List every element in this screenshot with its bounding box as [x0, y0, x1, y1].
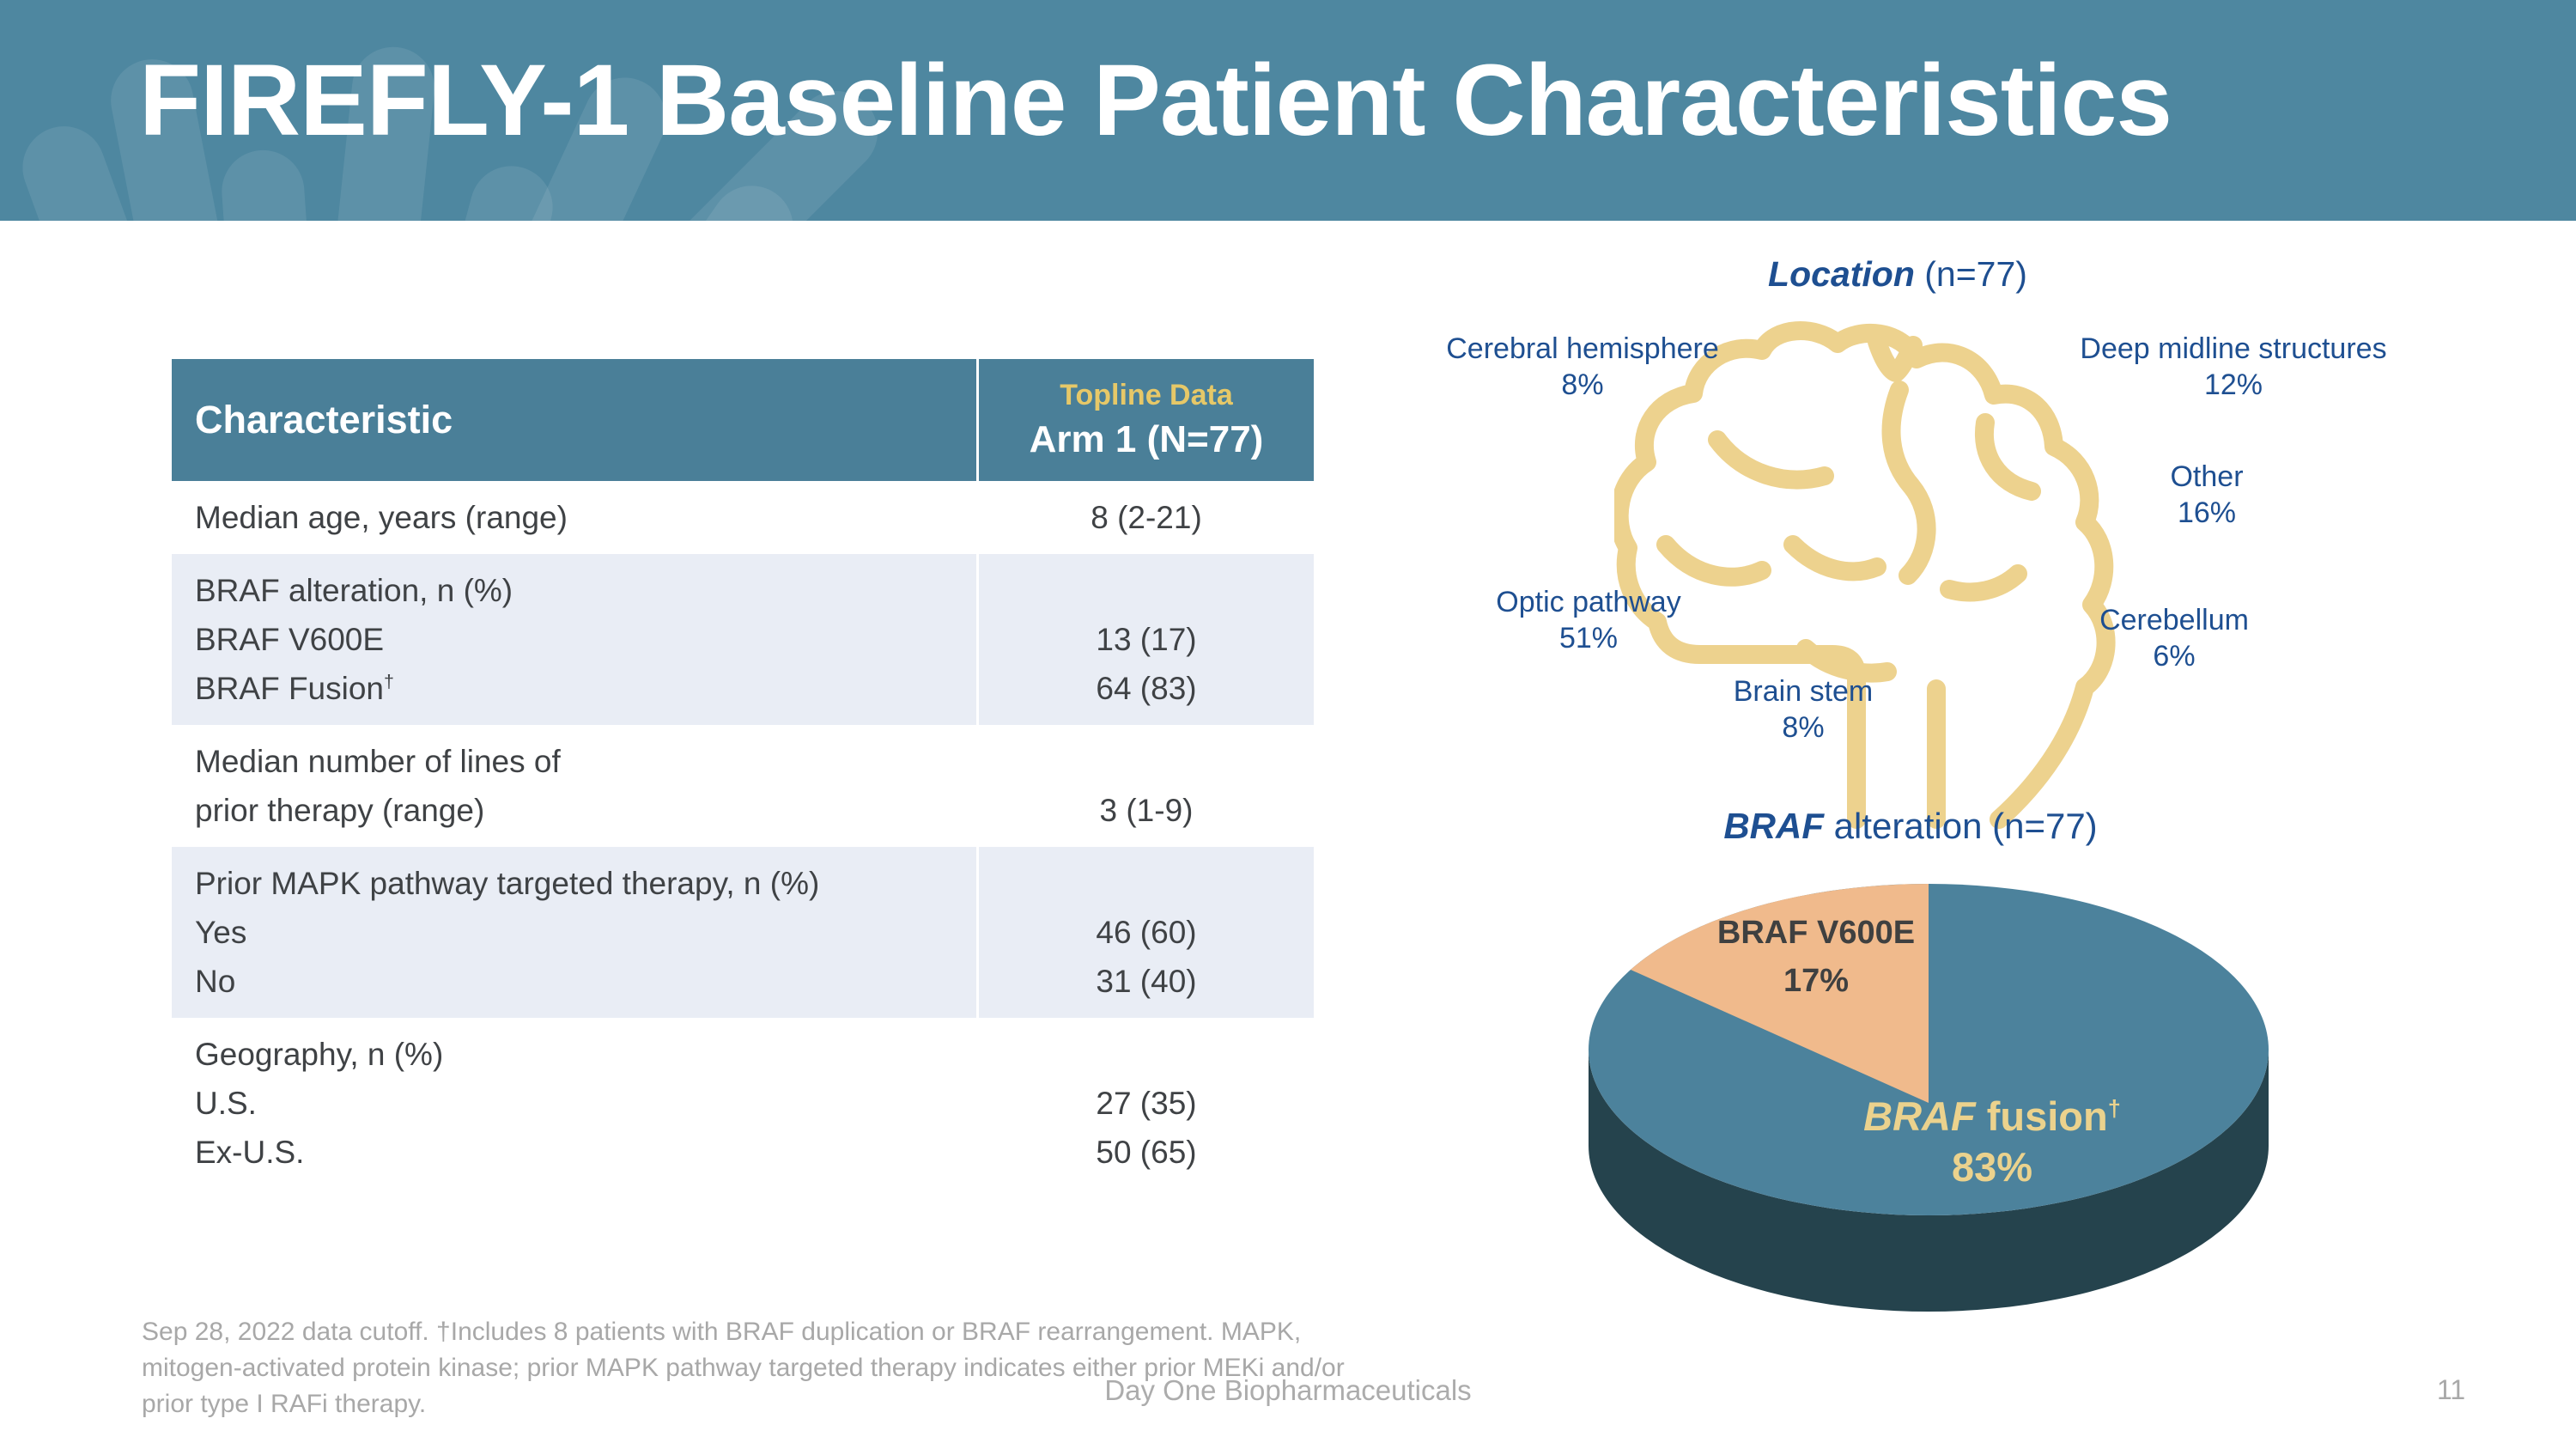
- location-label-cerebellum: Cerebellum 6%: [2099, 604, 2249, 673]
- table-body: Median age, years (range) 8 (2-21) BRAF al…: [172, 481, 1314, 1189]
- pie-label-v600e-pct: 17%: [1783, 963, 1850, 999]
- braf-pie-title-rest: alteration (n=77): [1823, 806, 2098, 846]
- page-number: 11: [2437, 1374, 2466, 1405]
- pie-base: [1589, 1050, 2269, 1312]
- characteristic-cell: Geography, n (%) U.S. Ex-U.S.: [195, 1037, 444, 1170]
- value-cell: 27 (35) 50 (65): [976, 1018, 1314, 1189]
- location-title: Location (n=77): [1768, 254, 2027, 295]
- value-cell: 46 (60) 31 (40): [976, 847, 1314, 1018]
- table-row: Geography, n (%) U.S. Ex-U.S. 27 (35) 50 (6…: [172, 1018, 1314, 1189]
- col-header-arm1: Topline Data Arm 1 (N=77): [976, 359, 1314, 481]
- value-cell: 13 (17) 64 (83): [976, 554, 1314, 725]
- value-cell: 3 (1-9): [976, 725, 1314, 847]
- table-row: Prior MAPK pathway targeted therapy, n (…: [172, 847, 1314, 1018]
- location-label-optic: Optic pathway 51%: [1496, 586, 1681, 654]
- characteristic-cell: BRAF alteration, n (%) BRAF V600E BRAF Fus…: [195, 573, 513, 706]
- braf-pie-chart: [1589, 884, 2269, 1312]
- table-row: Median age, years (range) 8 (2-21): [172, 481, 1314, 554]
- title-band: FIREFLY-1 Baseline Patient Characteristi…: [0, 0, 2576, 221]
- table-row: BRAF alteration, n (%) BRAF V600E BRAF Fus…: [172, 554, 1314, 725]
- pie-label-fusion-pct: 83%: [1951, 1144, 2033, 1190]
- arm1-label: Arm 1 (N=77): [1029, 418, 1264, 460]
- characteristic-cell: Median age, years (range): [195, 500, 568, 535]
- characteristics-table: Characteristic Topline Data Arm 1 (N=77)…: [172, 359, 1314, 1189]
- pie-label-v600e-name: BRAF V600E: [1716, 915, 1916, 951]
- value-cell: 8 (2-21): [976, 481, 1314, 554]
- braf-pie-title-em: BRAF: [1723, 806, 1824, 846]
- page-title: FIREFLY-1 Baseline Patient Characteristi…: [139, 44, 2172, 157]
- location-label-brainstem: Brain stem 8%: [1733, 675, 1874, 744]
- location-title-em: Location: [1768, 254, 1915, 294]
- characteristic-cell: Median number of lines of prior therapy (…: [195, 744, 561, 828]
- table-header-row: Characteristic Topline Data Arm 1 (N=77): [172, 359, 1314, 481]
- characteristic-cell: Prior MAPK pathway targeted therapy, n (…: [195, 866, 820, 999]
- location-label-cerebral: Cerebral hemisphere 8%: [1446, 332, 1719, 401]
- table-row: Median number of lines of prior therapy (…: [172, 725, 1314, 847]
- pie-label-fusion: BRAF fusion† 83%: [1863, 1091, 2121, 1192]
- braf-pie-title: BRAF alteration (n=77): [1723, 806, 2097, 847]
- pie-wedge-v600e: [1631, 884, 1929, 1103]
- pie-label-fusion-name: BRAF fusion†: [1863, 1093, 2121, 1139]
- footnote: Sep 28, 2022 data cutoff. †Includes 8 pa…: [142, 1318, 1345, 1418]
- col-header-characteristic: Characteristic: [195, 398, 453, 441]
- location-label-other: Other 16%: [2170, 460, 2244, 529]
- pie-label-v600e: BRAF V600E 17%: [1717, 909, 1915, 1005]
- brain-icon: [1614, 321, 2116, 829]
- footer-brand: Day One Biopharmaceuticals: [1104, 1374, 1472, 1406]
- brain-outline: [1614, 321, 2116, 829]
- location-label-deep: Deep midline structures 12%: [2080, 332, 2387, 401]
- location-title-rest: (n=77): [1914, 254, 2027, 294]
- topline-data-label: Topline Data: [1060, 379, 1233, 411]
